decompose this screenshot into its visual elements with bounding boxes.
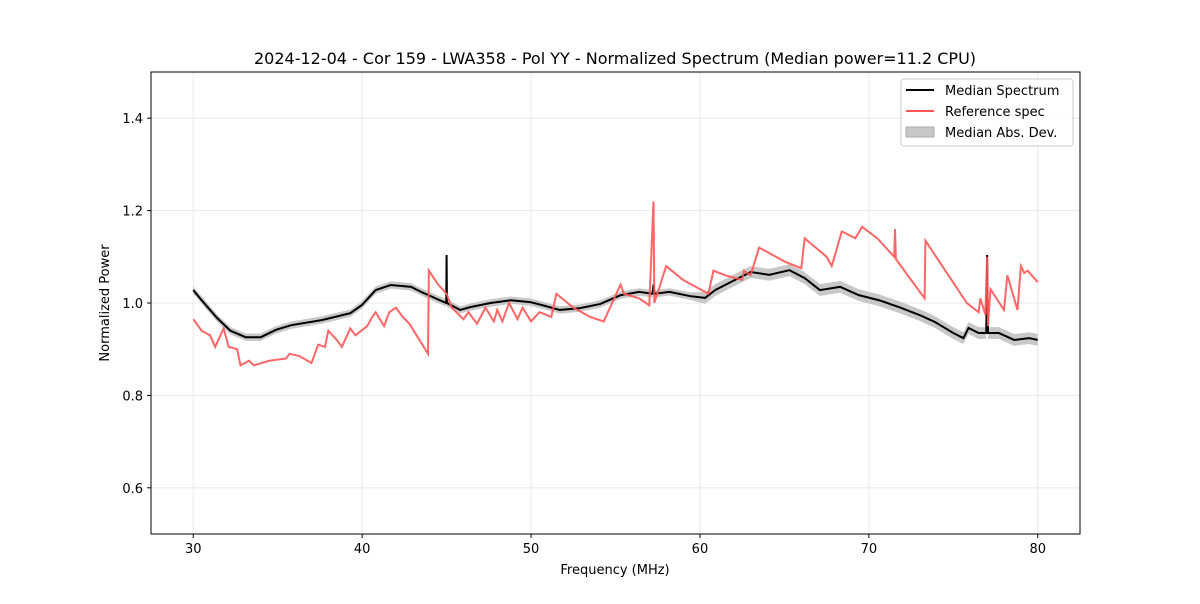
legend-median-label: Median Spectrum <box>945 84 1059 99</box>
ticks: 30 40 50 60 70 80 0.6 0.8 1.0 1.2 1.4 <box>122 112 1046 557</box>
x-tick-label: 70 <box>861 542 878 557</box>
legend-mad-swatch <box>905 126 935 138</box>
legend-frame <box>900 78 1074 147</box>
x-axis-label: Frequency (MHz) <box>560 563 669 578</box>
x-tick-label: 80 <box>1029 542 1046 557</box>
y-tick-label: 0.8 <box>122 389 143 404</box>
y-tick-label: 1.2 <box>122 205 143 220</box>
y-axis-label: Normalized Power <box>98 244 113 362</box>
y-tick-label: 1.0 <box>122 297 143 312</box>
chart-title: 2024-12-04 - Cor 159 - LWA358 - Pol YY -… <box>254 49 976 68</box>
series-layer <box>192 201 1039 367</box>
legend-reference-label: Reference spec <box>945 105 1045 120</box>
legend: Median Spectrum Reference spec Median Ab… <box>900 78 1074 147</box>
x-tick-label: 30 <box>185 542 202 557</box>
legend-mad-label: Median Abs. Dev. <box>945 126 1057 141</box>
y-tick-label: 0.6 <box>122 482 143 497</box>
median-spectrum-line <box>192 254 1038 341</box>
y-tick-label: 1.4 <box>122 112 143 127</box>
x-tick-label: 60 <box>692 542 709 557</box>
reference-spec-line <box>192 201 1039 367</box>
x-tick-label: 50 <box>523 542 540 557</box>
x-tick-label: 40 <box>354 542 371 557</box>
